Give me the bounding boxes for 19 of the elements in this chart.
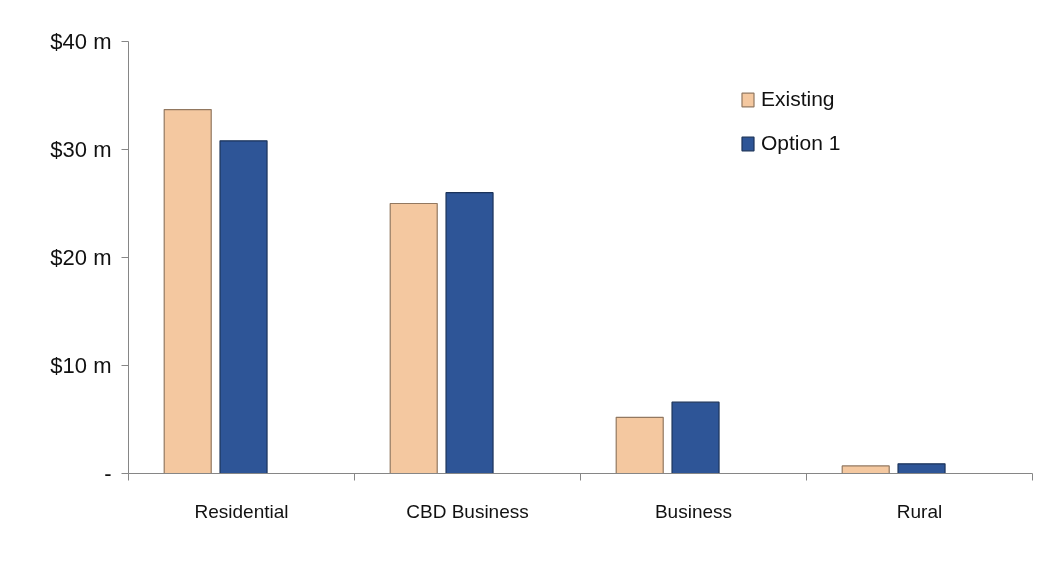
bar <box>163 108 212 474</box>
legend-label: Option 1 <box>761 131 841 155</box>
bar <box>897 463 946 474</box>
y-tick-label: $20 m <box>50 245 112 270</box>
bar <box>219 140 268 474</box>
x-tick-label: CBD Business <box>406 500 529 522</box>
y-tick-label: $10 m <box>50 353 112 378</box>
bar <box>671 401 720 474</box>
x-tick-label: Business <box>654 500 733 522</box>
bar <box>445 192 494 474</box>
y-tick-label: $40 m <box>50 29 112 54</box>
bar <box>389 202 438 474</box>
y-tick-label: $30 m <box>50 137 112 162</box>
x-tick-label: Residential <box>194 500 289 522</box>
x-tick-label: Rural <box>896 500 943 522</box>
bar <box>615 416 664 474</box>
y-tick-label: - <box>104 461 112 486</box>
legend-label: Existing <box>761 87 835 111</box>
bar <box>841 465 890 474</box>
